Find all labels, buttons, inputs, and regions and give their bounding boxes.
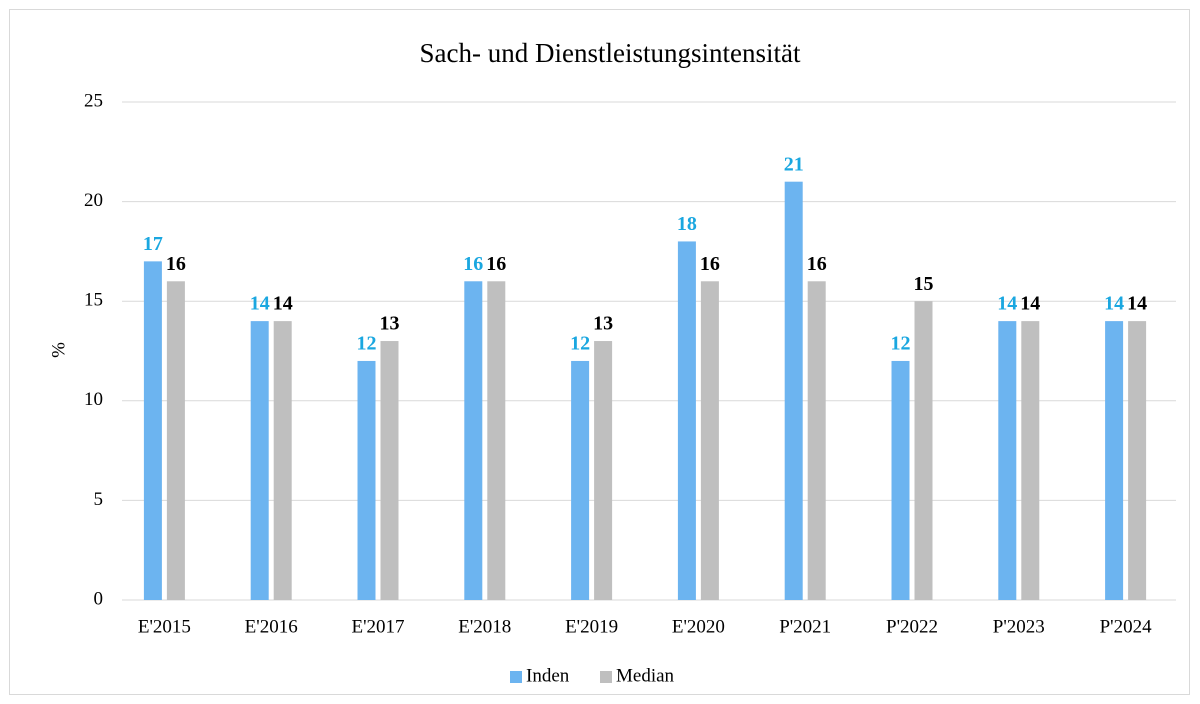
value-label: 12 — [357, 333, 377, 355]
x-tick-label: E'2017 — [351, 616, 404, 637]
value-label: 18 — [677, 213, 697, 235]
value-label: 17 — [143, 233, 163, 255]
x-tick-label: E'2016 — [245, 616, 298, 637]
legend-swatch — [510, 671, 522, 683]
bar — [273, 321, 292, 600]
bar — [998, 321, 1017, 600]
legend-swatch — [600, 671, 612, 683]
bar — [143, 261, 162, 600]
y-tick-label: 20 — [84, 190, 103, 211]
bar — [571, 360, 590, 600]
bar — [166, 281, 185, 600]
bar — [700, 281, 719, 600]
value-label: 16 — [463, 253, 483, 275]
bar — [250, 321, 269, 600]
x-tick-label: E'2020 — [672, 616, 725, 637]
value-label: 16 — [486, 253, 506, 275]
legend-label: Inden — [526, 665, 570, 686]
y-tick-label: 10 — [84, 389, 103, 410]
x-tick-label: E'2015 — [138, 616, 191, 637]
x-tick-label: P'2022 — [886, 616, 938, 637]
y-tick-label: 5 — [94, 489, 104, 510]
value-label: 14 — [1020, 293, 1040, 315]
bar — [1021, 321, 1040, 600]
value-label: 16 — [807, 253, 827, 275]
chart-title: Sach- und Dienstleistungsintensität — [420, 38, 801, 68]
bar — [914, 301, 933, 600]
bar — [784, 181, 803, 600]
value-label: 12 — [570, 333, 590, 355]
y-tick-label: 15 — [84, 290, 103, 311]
bar — [1128, 321, 1147, 600]
value-label: 14 — [1127, 293, 1147, 315]
value-label: 16 — [166, 253, 186, 275]
x-tick-label: P'2023 — [993, 616, 1045, 637]
value-label: 13 — [593, 313, 613, 335]
value-label: 14 — [997, 293, 1017, 315]
x-tick-label: P'2024 — [1100, 616, 1152, 637]
value-label: 12 — [891, 333, 911, 355]
x-tick-label: E'2019 — [565, 616, 618, 637]
bar — [807, 281, 826, 600]
legend-label: Median — [616, 665, 675, 686]
value-label: 15 — [914, 273, 934, 295]
bar — [357, 360, 376, 600]
bar — [891, 360, 910, 600]
bar — [487, 281, 506, 600]
bar — [464, 281, 483, 600]
bar — [594, 341, 613, 600]
value-label: 14 — [1104, 293, 1124, 315]
bar — [380, 341, 399, 600]
x-tick-label: E'2018 — [458, 616, 511, 637]
value-label: 21 — [784, 153, 804, 175]
y-tick-label: 25 — [84, 90, 103, 111]
value-label: 16 — [700, 253, 720, 275]
y-axis-label: % — [48, 342, 69, 358]
value-label: 14 — [273, 293, 293, 315]
value-label: 13 — [380, 313, 400, 335]
bar — [677, 241, 696, 600]
value-label: 14 — [250, 293, 270, 315]
bar — [1105, 321, 1124, 600]
y-tick-label: 0 — [94, 588, 104, 609]
x-tick-label: P'2021 — [779, 616, 831, 637]
